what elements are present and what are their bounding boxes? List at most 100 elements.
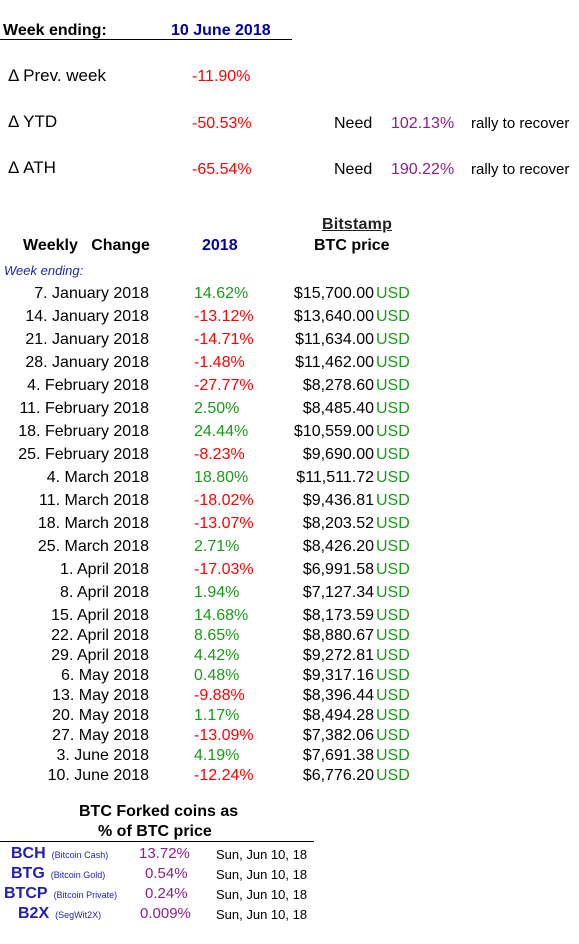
- forked-pct: 13.72%: [139, 845, 190, 862]
- row-date: 25. March 2018: [37, 538, 149, 555]
- bitstamp-logo: Bitstamp: [322, 216, 393, 233]
- row-change: -17.03%: [194, 561, 254, 578]
- forked-symbol-text: B2X: [18, 905, 50, 922]
- row-date: 4. March 2018: [46, 469, 149, 486]
- stat-prev-week-label: Δ Prev. week: [8, 66, 106, 85]
- table-row: 21. January 2018 -14.71% $11,634.00 USD: [0, 331, 579, 353]
- week-ending-caption: Week ending:: [4, 263, 84, 278]
- forked-date: Sun, Jun 10, 18: [216, 847, 308, 862]
- table-row: 22. April 2018 8.65% $8,880.67 USD: [0, 627, 579, 649]
- stat-ytd-suffix: rally to recover: [471, 115, 570, 132]
- row-date: 11. March 2018: [39, 492, 149, 509]
- row-price: $10,559.00: [293, 423, 374, 440]
- forked-row: BTCP (Bitcoin Private) 0.24% Sun, Jun 10,…: [0, 885, 320, 905]
- stat-prev-week-value: -11.90%: [192, 68, 251, 85]
- forked-title-line2: % of BTC price: [98, 823, 212, 840]
- row-price: $8,278.60: [302, 377, 374, 394]
- stat-ytd-need: Need: [334, 115, 373, 132]
- table-row: 7. January 2018 14.62% $15,700.00 USD: [0, 285, 579, 307]
- table-row: 1. April 2018 -17.03% $6,991.58 USD: [0, 561, 579, 583]
- table-row: 14. January 2018 -13.12% $13,640.00 USD: [0, 308, 579, 330]
- row-currency: USD: [376, 400, 410, 417]
- row-currency: USD: [376, 747, 410, 764]
- table-row: 18. March 2018 -13.07% $8,203.52 USD: [0, 515, 579, 537]
- row-price: $6,776.20: [302, 767, 374, 784]
- table-row: 13. May 2018 -9.88% $8,396.44 USD: [0, 687, 579, 709]
- stat-ath-label: Δ ATH: [8, 158, 56, 177]
- forked-symbol: BCH (Bitcoin Cash): [11, 845, 108, 863]
- row-date: 18. February 2018: [18, 423, 149, 440]
- row-price: $15,700.00: [293, 285, 374, 302]
- row-price: $8,203.52: [302, 515, 374, 532]
- row-change: -1.48%: [194, 354, 245, 371]
- forked-date: Sun, Jun 10, 18: [216, 887, 308, 902]
- table-row: 11. March 2018 -18.02% $9,436.81 USD: [0, 492, 579, 514]
- row-change: 2.71%: [194, 538, 240, 555]
- row-change: 14.62%: [194, 285, 249, 302]
- forked-coin-name: (Bitcoin Gold): [50, 870, 106, 880]
- forked-pct: 0.54%: [145, 865, 188, 882]
- table-row: 8. April 2018 1.94% $7,127.34 USD: [0, 584, 579, 606]
- table-row: 29. April 2018 4.42% $9,272.81 USD: [0, 647, 579, 669]
- table-row: 4. February 2018 -27.77% $8,278.60 USD: [0, 377, 579, 399]
- table-row: 20. May 2018 1.17% $8,494.28 USD: [0, 707, 579, 729]
- table-row: 10. June 2018 -12.24% $6,776.20 USD: [0, 767, 579, 789]
- row-currency: USD: [376, 423, 410, 440]
- forked-pct: 0.009%: [140, 905, 191, 922]
- row-change: 24.44%: [194, 423, 249, 440]
- row-change: -18.02%: [194, 492, 254, 509]
- forked-coin-name: (Bitcoin Private): [53, 890, 118, 900]
- row-change: 14.68%: [194, 607, 249, 624]
- row-currency: USD: [376, 308, 410, 325]
- row-currency: USD: [376, 767, 410, 784]
- stat-ath-suffix: rally to recover: [471, 161, 570, 178]
- forked-divider: [0, 841, 314, 842]
- row-currency: USD: [376, 607, 410, 624]
- forked-symbol: BTCP (Bitcoin Private): [4, 885, 117, 903]
- row-date: 10. June 2018: [47, 767, 149, 784]
- row-date: 11. February 2018: [19, 400, 149, 417]
- row-price: $6,991.58: [302, 561, 374, 578]
- week-ending-label: Week ending:: [3, 22, 107, 39]
- row-change: 1.17%: [194, 707, 240, 724]
- row-price: $8,426.20: [302, 538, 374, 555]
- stat-ytd-value: -50.53%: [192, 115, 252, 132]
- forked-symbol-text: BTCP: [4, 885, 48, 902]
- row-change: 1.94%: [194, 584, 240, 601]
- row-date: 13. May 2018: [52, 687, 149, 704]
- stat-ath-need-value: 190.22%: [391, 161, 455, 178]
- row-date: 8. April 2018: [60, 584, 149, 601]
- row-currency: USD: [376, 707, 410, 724]
- table-row: 15. April 2018 14.68% $8,173.59 USD: [0, 607, 579, 629]
- row-price: $9,272.81: [302, 647, 374, 664]
- row-date: 4. February 2018: [27, 377, 149, 394]
- row-price: $9,436.81: [302, 492, 374, 509]
- forked-symbol: BTG (Bitcoin Gold): [11, 865, 105, 883]
- row-change: -9.88%: [194, 687, 245, 704]
- row-date: 21. January 2018: [25, 331, 149, 348]
- stat-ath-need: Need: [334, 161, 373, 178]
- row-price: $13,640.00: [293, 308, 374, 325]
- row-currency: USD: [376, 492, 410, 509]
- row-price: $8,880.67: [302, 627, 374, 644]
- table-row: 28. January 2018 -1.48% $11,462.00 USD: [0, 354, 579, 376]
- row-currency: USD: [376, 584, 410, 601]
- row-price: $11,634.00: [295, 331, 374, 348]
- row-date: 29. April 2018: [51, 647, 149, 664]
- row-change: 2.50%: [194, 400, 240, 417]
- col-btc-price: BTC price: [314, 237, 390, 254]
- stat-ytd-need-value: 102.13%: [391, 115, 455, 132]
- week-ending-value: 10 June 2018: [171, 22, 271, 39]
- row-change: -14.71%: [194, 331, 254, 348]
- forked-pct: 0.24%: [145, 885, 188, 902]
- row-currency: USD: [376, 515, 410, 532]
- table-row: 11. February 2018 2.50% $8,485.40 USD: [0, 400, 579, 422]
- row-price: $7,382.06: [302, 727, 374, 744]
- row-currency: USD: [376, 561, 410, 578]
- table-row: 27. May 2018 -13.09% $7,382.06 USD: [0, 727, 579, 749]
- stat-ytd-label: Δ YTD: [8, 112, 58, 131]
- row-price: $9,690.00: [302, 446, 374, 463]
- row-date: 22. April 2018: [51, 627, 149, 644]
- row-currency: USD: [376, 469, 410, 486]
- row-currency: USD: [376, 354, 410, 371]
